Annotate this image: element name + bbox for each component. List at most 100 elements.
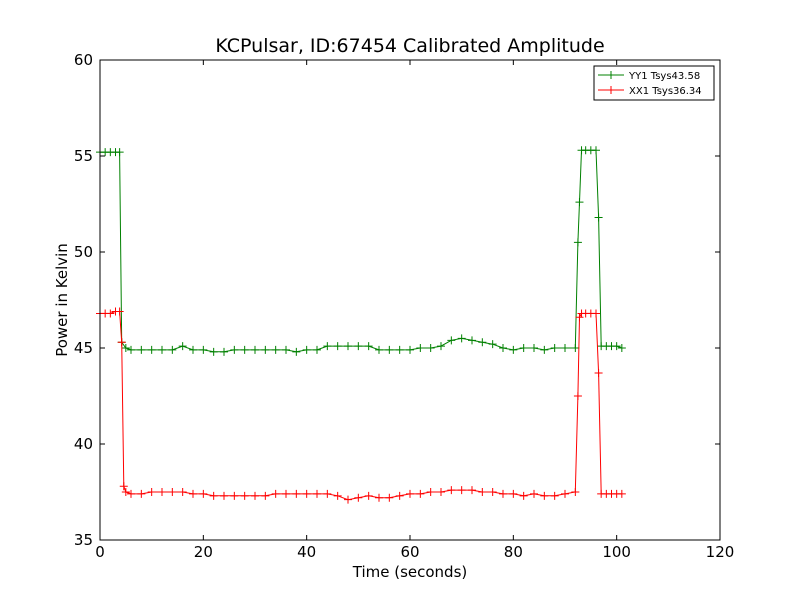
data-point [292, 347, 301, 356]
data-point [117, 338, 126, 347]
data-point [323, 342, 332, 351]
legend-swatch-marker [607, 71, 615, 79]
data-point [313, 345, 321, 354]
data-point [447, 336, 456, 345]
data-point [478, 488, 487, 496]
plot-frame [99, 59, 721, 541]
data-point [302, 345, 311, 354]
data-point [499, 489, 507, 498]
data-point [282, 345, 290, 354]
data-point [199, 489, 208, 498]
data-point [594, 368, 603, 377]
x-tick-label: 20 [194, 543, 213, 561]
data-point [302, 489, 311, 498]
data-point [395, 345, 404, 354]
data-point [592, 146, 600, 155]
data-point [364, 342, 373, 351]
series-0 [96, 146, 626, 356]
data-point [571, 344, 580, 352]
data-point [617, 489, 626, 498]
data-point [457, 334, 466, 343]
data-point [573, 392, 582, 400]
data-point [499, 344, 507, 352]
data-point [550, 344, 559, 352]
legend-box [593, 65, 715, 101]
y-tick-label: 50 [74, 243, 93, 261]
y-tick-label: 60 [74, 51, 93, 69]
data-point [540, 491, 549, 500]
data-point [406, 489, 414, 498]
data-point [612, 342, 621, 351]
data-point [220, 491, 228, 500]
data-point [115, 148, 124, 157]
data-point [426, 488, 435, 496]
data-point [375, 493, 383, 502]
data-point [220, 347, 228, 356]
y-tick-label: 35 [74, 531, 93, 549]
data-point [561, 489, 569, 498]
data-point [509, 345, 518, 354]
data-point [119, 482, 128, 491]
x-tick-label: 60 [400, 543, 419, 561]
data-point [137, 345, 146, 354]
data-point [573, 238, 582, 247]
data-point [519, 491, 528, 500]
x-tick-label: 40 [297, 543, 316, 561]
y-tick-label: 55 [74, 147, 93, 165]
data-point [189, 345, 197, 354]
data-point [354, 493, 363, 502]
data-point [121, 344, 130, 352]
data-point [437, 342, 445, 351]
data-point [178, 488, 187, 496]
data-point [519, 344, 528, 352]
data-point [385, 345, 394, 354]
data-point [416, 344, 425, 352]
legend-swatch-marker [607, 86, 615, 94]
data-point [127, 489, 135, 498]
data-point [617, 344, 626, 352]
data-point [592, 309, 600, 318]
data-point [575, 198, 584, 207]
data-point [251, 345, 259, 354]
data-point [240, 345, 249, 354]
data-point [488, 488, 497, 496]
series-layer [96, 146, 626, 504]
data-point [437, 488, 445, 496]
data-point [594, 213, 603, 222]
data-point [571, 488, 580, 496]
data-point [488, 340, 497, 349]
legend: YY1 Tsys43.58 XX1 Tsys36.34 [593, 65, 715, 101]
data-point [375, 345, 383, 354]
data-point [344, 342, 352, 351]
data-point [121, 488, 130, 496]
data-point [550, 491, 559, 500]
data-point [168, 488, 177, 496]
data-point [426, 344, 435, 352]
data-point [158, 345, 166, 354]
data-point [230, 491, 239, 500]
data-point [530, 489, 538, 498]
data-point [271, 489, 280, 498]
data-point [344, 495, 352, 504]
data-point [137, 489, 146, 498]
data-point [261, 345, 270, 354]
x-tick-label: 100 [602, 543, 631, 561]
data-point [323, 489, 332, 498]
data-point [364, 491, 373, 500]
y-tick-label: 40 [74, 435, 93, 453]
data-point [240, 491, 249, 500]
data-point [416, 489, 425, 498]
data-point [147, 488, 156, 496]
data-point [199, 345, 208, 354]
data-point [575, 313, 584, 322]
data-point [127, 345, 135, 354]
plot-background [100, 60, 720, 540]
data-point [230, 345, 239, 354]
data-point [178, 342, 187, 351]
legend-entry-label: YY1 Tsys43.58 [628, 71, 700, 82]
data-point [106, 309, 115, 318]
legend-entry-label: XX1 Tsys36.34 [629, 86, 702, 97]
data-point [468, 336, 476, 345]
y-tick-label: 45 [74, 339, 93, 357]
